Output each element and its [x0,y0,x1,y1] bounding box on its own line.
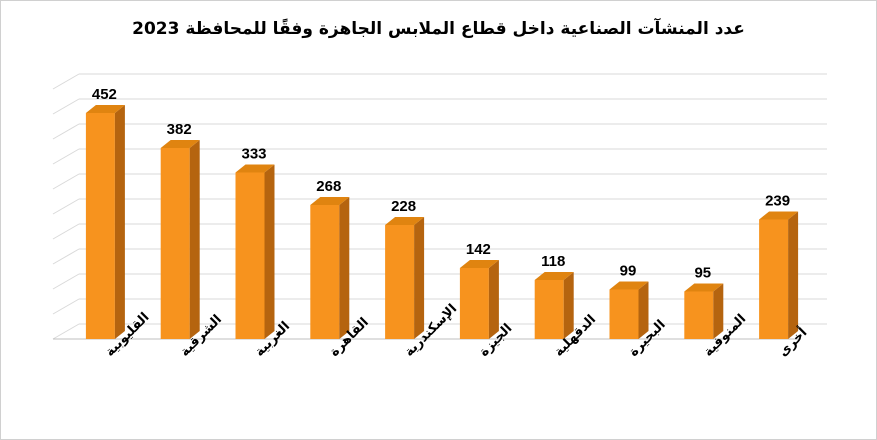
bar [85,113,115,339]
bar-side [264,164,275,339]
bar-side [788,211,799,339]
bar [385,225,415,339]
bar-side [488,260,499,339]
bar [459,268,489,339]
bar-top [385,217,425,225]
gridline-side [52,173,80,190]
bar-top [85,105,125,113]
bar-top [160,140,200,148]
bar-side [414,217,425,339]
bar [310,205,340,339]
bar-side [339,197,350,339]
data-label: 228 [391,198,416,215]
gridline-side [52,148,80,165]
data-label: 333 [241,146,266,163]
bar-side [189,140,200,339]
bar [534,280,564,339]
bar [235,172,265,339]
data-label: 99 [620,263,637,280]
data-label: 452 [92,86,117,103]
gridline-side [52,73,80,90]
data-label: 95 [694,265,711,282]
bar-side [563,272,574,339]
bar-top [534,272,574,280]
data-label: 382 [167,121,192,138]
gridline-side [52,298,80,315]
bar [160,148,190,339]
bar [759,219,789,339]
gridline-side [52,223,80,240]
data-label: 239 [765,193,790,210]
gridline-side [52,323,80,340]
bar-top [609,281,649,290]
bar [684,291,714,339]
bar-side [114,105,125,339]
bar-top [235,164,275,173]
data-label: 142 [466,241,491,258]
bar-top [459,260,499,268]
data-label: 268 [316,178,341,195]
bar-side [713,283,724,339]
bar [609,289,639,339]
gridline-side [52,198,80,215]
bar-side [638,281,649,339]
gridline-side [52,273,80,290]
bar-top [684,283,724,292]
gridline-side [52,248,80,265]
data-label: 118 [541,253,565,270]
bar-top [310,197,350,205]
gridline-side [52,123,80,140]
chart-title: عدد المنشآت الصناعية داخل قطاع الملابس ا… [132,19,745,39]
gridline-side [52,98,80,115]
bar-top [759,211,799,220]
